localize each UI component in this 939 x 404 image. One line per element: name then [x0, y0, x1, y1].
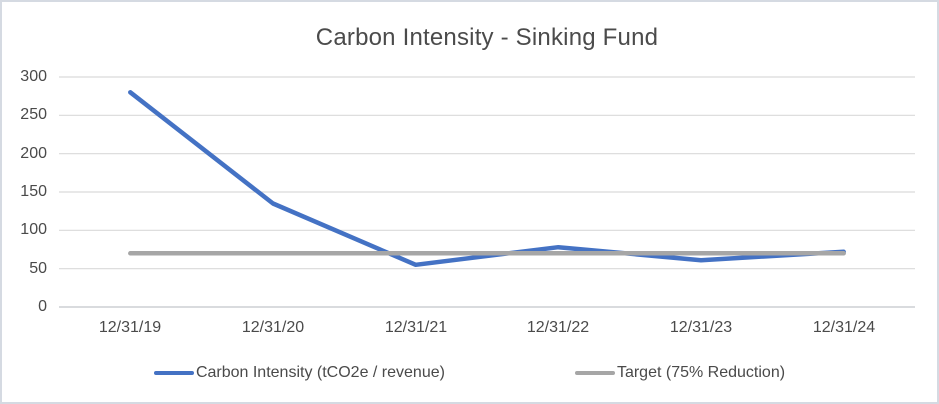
legend-label: Target (75% Reduction) — [616, 364, 786, 381]
x-axis-tick-label: 12/31/21 — [384, 319, 448, 336]
y-axis-tick-label: 150 — [20, 183, 47, 200]
x-axis-tick-label: 12/31/24 — [812, 319, 876, 336]
y-axis-tick-label: 0 — [38, 298, 47, 315]
y-axis-tick-label: 300 — [20, 68, 47, 85]
legend-item-target: Target (75% Reduction) — [574, 364, 786, 382]
line-swatch-icon — [574, 370, 615, 376]
x-axis-tick-label: 12/31/22 — [526, 319, 590, 336]
y-axis-tick-label: 100 — [20, 221, 47, 238]
legend-item-carbon-intensity: Carbon Intensity (tCO2e / revenue) — [153, 364, 445, 382]
x-axis-tick-label: 12/31/23 — [669, 319, 733, 336]
chart-title: Carbon Intensity - Sinking Fund — [315, 24, 659, 51]
y-axis-tick-label: 250 — [20, 106, 47, 123]
x-axis-tick-label: 12/31/19 — [98, 319, 162, 336]
legend-label: Carbon Intensity (tCO2e / revenue) — [195, 364, 445, 381]
y-axis-tick-label: 200 — [20, 145, 47, 162]
y-axis-tick-label: 50 — [29, 260, 47, 277]
chart-legend: Carbon Intensity (tCO2e / revenue) Targe… — [2, 361, 937, 385]
line-swatch-icon — [153, 370, 194, 376]
x-axis-tick-label: 12/31/20 — [241, 319, 305, 336]
